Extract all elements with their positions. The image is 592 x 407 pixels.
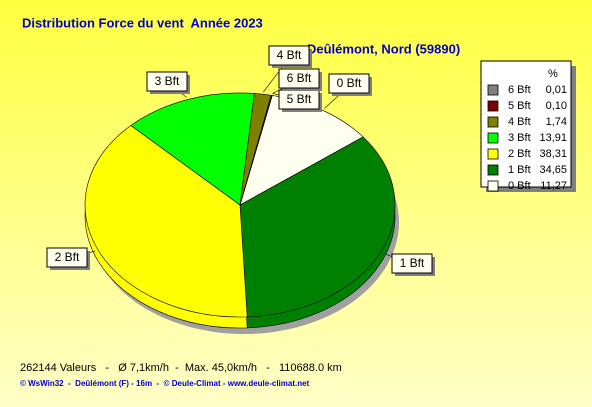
chart-subtitle: Deûlémont, Nord (59890) <box>307 41 460 56</box>
pie-slice <box>239 95 273 206</box>
legend-value: 34,65 <box>539 164 567 176</box>
label-box <box>46 247 88 268</box>
label-box <box>328 73 370 94</box>
legend-swatch <box>487 132 499 144</box>
slice-label: 1 Bft <box>400 256 425 270</box>
legend-label: 6 Bft <box>508 84 531 96</box>
legend-swatch <box>487 116 499 128</box>
legend-value: 13,91 <box>539 132 567 144</box>
label-box <box>146 71 188 92</box>
legend-value: 11,27 <box>540 180 567 192</box>
footer: 262144 Valeurs - Ø 7,1km/h - Max. 45,0km… <box>20 362 342 374</box>
legend-label: 1 Bft <box>508 164 531 176</box>
legend-swatch <box>487 100 499 112</box>
slice-label: 0 Bft <box>337 76 362 90</box>
legend-title: % <box>548 68 558 80</box>
legend-label: 5 Bft <box>508 100 531 112</box>
legend-swatch <box>487 148 499 160</box>
pie-slice <box>239 95 364 206</box>
legend-swatch <box>487 84 499 96</box>
legend-value: 0,10 <box>546 100 567 112</box>
slice-label: 2 Bft <box>55 250 80 264</box>
legend-label: 4 Bft <box>508 116 531 128</box>
legend-label: 3 Bft <box>508 132 531 144</box>
label-box <box>268 45 310 66</box>
pie-slice <box>84 125 248 318</box>
credit: © WsWin32 - Deûlémont (F) - 16m - © Deul… <box>20 379 310 388</box>
legend-value: 38,31 <box>539 148 567 160</box>
legend-value: 0,01 <box>546 84 567 96</box>
legend-label: 2 Bft <box>508 148 531 160</box>
pie-slice <box>130 92 255 206</box>
slice-label: 3 Bft <box>155 74 180 88</box>
legend-label: 0 Bft <box>508 180 531 192</box>
label-box <box>391 253 433 274</box>
pie-slice <box>239 136 396 318</box>
legend-swatch <box>487 180 499 192</box>
slice-label: 4 Bft <box>277 48 302 62</box>
label-box <box>278 68 320 89</box>
slice-label: 5 Bft <box>287 92 312 106</box>
legend-value: 1,74 <box>546 116 567 128</box>
legend-swatch <box>487 164 499 176</box>
slice-label: 6 Bft <box>287 71 312 85</box>
chart-title: Distribution Force du vent Année 2023 <box>22 15 263 30</box>
